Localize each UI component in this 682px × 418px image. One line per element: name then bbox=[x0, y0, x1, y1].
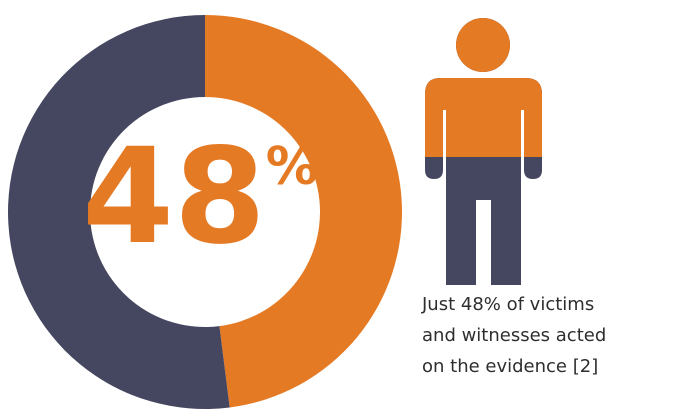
donut-segment bbox=[8, 15, 230, 409]
caption-line: Just 48% of victims bbox=[421, 294, 594, 315]
caption-line: and witnesses acted bbox=[422, 325, 606, 346]
donut-segment bbox=[205, 15, 403, 408]
caption-line: on the evidence [2] bbox=[422, 356, 598, 377]
donut bbox=[8, 15, 403, 409]
person-icon bbox=[425, 18, 542, 285]
center-label: 48% bbox=[82, 120, 318, 274]
